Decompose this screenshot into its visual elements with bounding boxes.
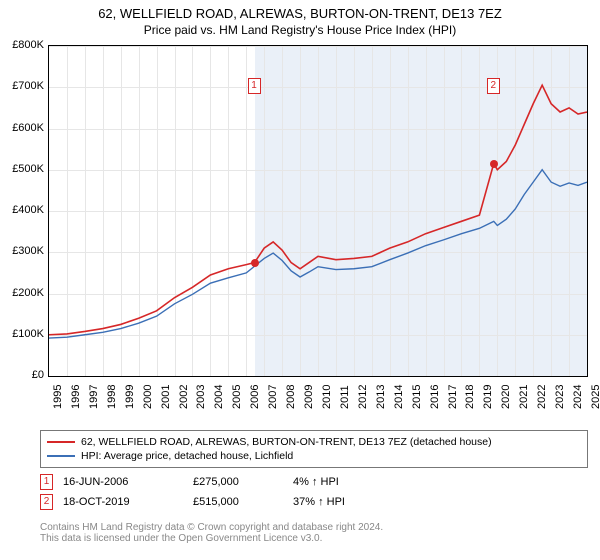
x-tick-label: 2010 [321, 385, 333, 409]
footer-line2: This data is licensed under the Open Gov… [40, 533, 588, 544]
x-tick-label: 2016 [429, 385, 441, 409]
sale-marker: 1 [248, 78, 261, 94]
x-tick-label: 2020 [500, 385, 512, 409]
legend-swatch-property [47, 441, 75, 443]
x-tick-label: 2009 [303, 385, 315, 409]
series-property [49, 85, 587, 335]
x-tick-label: 2013 [375, 385, 387, 409]
y-tick-label: £0 [4, 369, 44, 381]
y-tick-label: £500K [4, 163, 44, 175]
x-tick-label: 2021 [518, 385, 530, 409]
x-tick-label: 1996 [70, 385, 82, 409]
x-tick-label: 1998 [106, 385, 118, 409]
x-tick-label: 1995 [52, 385, 64, 409]
x-tick-label: 2024 [572, 385, 584, 409]
x-tick-label: 2012 [357, 385, 369, 409]
sale-vs-hpi: 37% ↑ HPI [293, 496, 588, 508]
sale-date: 16-JUN-2006 [63, 476, 183, 488]
chart-title-address: 62, WELLFIELD ROAD, ALREWAS, BURTON-ON-T… [0, 6, 600, 21]
x-tick-label: 2017 [447, 385, 459, 409]
x-tick-label: 2001 [160, 385, 172, 409]
y-tick-label: £300K [4, 245, 44, 257]
legend-label-hpi: HPI: Average price, detached house, Lich… [81, 450, 293, 462]
chart-title-sub: Price paid vs. HM Land Registry's House … [0, 23, 600, 37]
legend-label-property: 62, WELLFIELD ROAD, ALREWAS, BURTON-ON-T… [81, 436, 492, 448]
x-tick-label: 2014 [393, 385, 405, 409]
series-hpi [49, 170, 587, 338]
x-tick-label: 2025 [590, 385, 600, 409]
x-tick-label: 2003 [195, 385, 207, 409]
sale-dot [490, 160, 498, 168]
x-tick-label: 2006 [249, 385, 261, 409]
x-tick-label: 2008 [285, 385, 297, 409]
y-tick-label: £400K [4, 204, 44, 216]
sales-table: 1 16-JUN-2006 £275,000 4% ↑ HPI 2 18-OCT-2019… [40, 472, 588, 512]
sale-dot [251, 259, 259, 267]
x-tick-label: 2000 [142, 385, 154, 409]
y-tick-label: £700K [4, 80, 44, 92]
footer: Contains HM Land Registry data © Crown c… [40, 522, 588, 544]
sale-marker: 2 [487, 78, 500, 94]
x-tick-label: 2015 [411, 385, 423, 409]
sale-id-box: 2 [40, 494, 53, 510]
sale-vs-hpi: 4% ↑ HPI [293, 476, 588, 488]
y-tick-label: £800K [4, 39, 44, 51]
footer-line1: Contains HM Land Registry data © Crown c… [40, 522, 588, 533]
table-row: 1 16-JUN-2006 £275,000 4% ↑ HPI [40, 472, 588, 492]
x-tick-label: 2019 [482, 385, 494, 409]
y-tick-label: £200K [4, 287, 44, 299]
x-tick-label: 1997 [88, 385, 100, 409]
x-tick-label: 2002 [178, 385, 190, 409]
plot-area [48, 45, 588, 377]
x-tick-label: 2022 [536, 385, 548, 409]
sale-price: £515,000 [193, 496, 283, 508]
x-tick-label: 2007 [267, 385, 279, 409]
x-tick-label: 2004 [213, 385, 225, 409]
chart-lines [49, 46, 587, 376]
x-tick-label: 2018 [464, 385, 476, 409]
sale-date: 18-OCT-2019 [63, 496, 183, 508]
sale-id-box: 1 [40, 474, 53, 490]
table-row: 2 18-OCT-2019 £515,000 37% ↑ HPI [40, 492, 588, 512]
x-tick-label: 2011 [339, 385, 351, 409]
y-tick-label: £100K [4, 328, 44, 340]
legend: 62, WELLFIELD ROAD, ALREWAS, BURTON-ON-T… [40, 430, 588, 468]
x-tick-label: 1999 [124, 385, 136, 409]
x-tick-label: 2023 [554, 385, 566, 409]
sale-price: £275,000 [193, 476, 283, 488]
y-tick-label: £600K [4, 122, 44, 134]
legend-swatch-hpi [47, 455, 75, 457]
x-tick-label: 2005 [231, 385, 243, 409]
